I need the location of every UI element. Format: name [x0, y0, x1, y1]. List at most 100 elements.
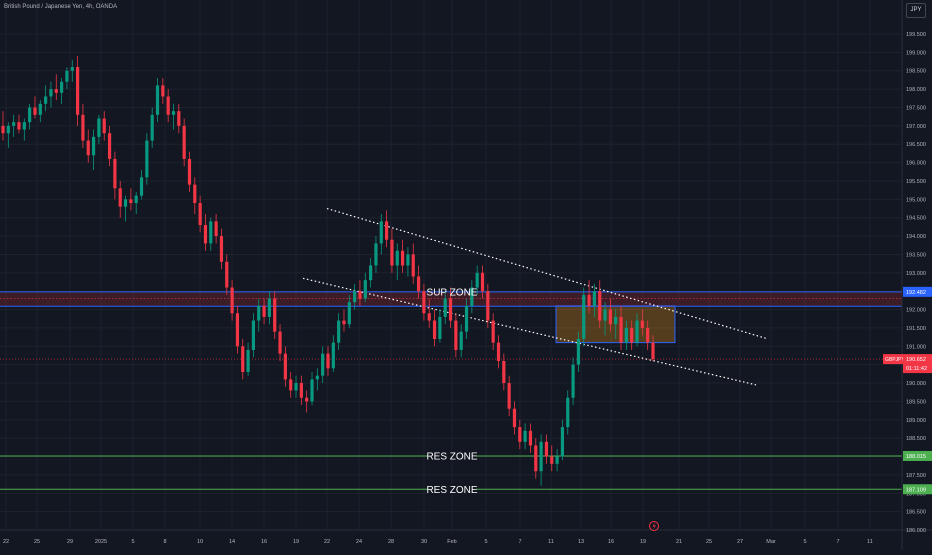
price-tick-label: 194.500: [906, 216, 926, 222]
candle-body: [214, 221, 218, 237]
channel-lower-line: [302, 277, 757, 386]
candle-body: [528, 430, 533, 446]
currency-button[interactable]: JPY: [906, 3, 926, 18]
price-tick-label: 191.000: [906, 344, 926, 350]
candle-body: [411, 254, 415, 277]
price-tick-label: 189.500: [906, 399, 926, 405]
candle-body: [432, 320, 437, 339]
candle-body: [342, 320, 346, 325]
candle-body: [353, 291, 357, 303]
candle-body: [38, 103, 42, 115]
candle-body: [566, 397, 570, 428]
candle-body: [480, 272, 485, 292]
time-tick-label: 30: [421, 539, 427, 545]
candle-body: [651, 342, 655, 360]
candle-body: [177, 111, 181, 126]
price-tick-label: 191.500: [906, 326, 926, 332]
level-price-tag: [903, 286, 932, 297]
descending-channel: [302, 207, 769, 386]
candle-body: [470, 287, 474, 306]
price-tick-label: 195.000: [906, 197, 926, 203]
chart-title: British Pound / Japanese Yen, 4h, OANDA: [4, 4, 118, 10]
price-tick-label: 188.500: [906, 436, 926, 442]
candle-body: [161, 85, 165, 97]
candle-body: [219, 236, 224, 262]
candle-body: [294, 383, 298, 391]
candle-body: [166, 96, 170, 115]
price-tick-label: 186.500: [906, 510, 926, 516]
candle-body: [374, 243, 378, 266]
time-tick-label: 5: [803, 539, 806, 545]
candle-body: [118, 188, 122, 207]
symbol-tag-label: GBPJPY: [885, 357, 905, 363]
candle-body: [145, 140, 149, 178]
candle-body: [523, 430, 527, 442]
price-tick-label: 197.500: [906, 105, 926, 111]
channel-upper-line: [326, 207, 769, 340]
candle-body: [54, 89, 58, 93]
time-axis[interactable]: 22 25 29 2025 5 8 10 14 16 19 22 24 28 30 Feb 5 7 11 13 16 1…: [3, 539, 873, 545]
candle-body: [1, 125, 5, 134]
candle-body: [395, 250, 399, 266]
zone-label: RES ZONE: [426, 485, 477, 496]
candle-body: [49, 89, 53, 97]
time-tick-label: 29: [67, 539, 73, 545]
candle-body: [193, 184, 197, 204]
candle-body: [225, 261, 229, 288]
zone-label: RES ZONE: [426, 451, 477, 462]
time-tick-label: Feb: [447, 539, 456, 545]
last-price-label: 190.652: [906, 357, 926, 363]
candle-body: [123, 199, 128, 207]
candle-body: [321, 353, 325, 376]
price-tick-label: 192.000: [906, 308, 926, 314]
candle-body: [171, 111, 176, 115]
candle-body: [273, 298, 277, 332]
time-tick-label: 19: [640, 539, 646, 545]
candle-body: [438, 316, 442, 339]
level-price-label: 187.109: [906, 487, 926, 493]
candle-body: [619, 316, 623, 343]
candle-body: [182, 125, 186, 159]
candle-body: [582, 294, 586, 339]
candle-body: [33, 107, 37, 115]
candle-body: [454, 320, 458, 350]
time-tick-label: 22: [324, 539, 330, 545]
candle-body: [28, 107, 32, 123]
candle-body: [60, 81, 64, 93]
price-tick-label: 194.000: [906, 234, 926, 240]
candle-body: [246, 349, 250, 373]
candle-body: [598, 291, 602, 321]
candle-body: [86, 140, 90, 156]
candle-body: [203, 225, 208, 244]
candle-body: [251, 320, 256, 350]
candle-body: [262, 305, 266, 317]
candle-body: [12, 122, 16, 126]
time-tick-label: 28: [388, 539, 394, 545]
price-tick-label: 197.000: [906, 124, 926, 130]
price-tick-label: 198.000: [906, 87, 926, 93]
candle-body: [305, 397, 309, 402]
zone-label-bg: [428, 483, 476, 495]
candle-body: [518, 427, 522, 442]
candle-body: [150, 114, 154, 141]
candle-body: [448, 298, 453, 321]
price-tick-label: 187.000: [906, 491, 926, 497]
lightning-icon[interactable]: [649, 521, 659, 531]
candle-body: [91, 136, 96, 156]
candle-body: [486, 291, 490, 321]
time-tick-label: 22: [3, 539, 9, 545]
price-tick-label: 193.500: [906, 252, 926, 258]
time-tick-label: 7: [518, 539, 521, 545]
candle-body: [139, 177, 144, 196]
price-tick-label: 186.000: [906, 528, 926, 534]
candle-body: [337, 320, 341, 343]
price-tick-label: 190.000: [906, 381, 926, 387]
candle-body: [624, 327, 628, 343]
candle-body: [603, 309, 607, 321]
time-tick-label: 13: [578, 539, 584, 545]
price-tick-label: 196.500: [906, 142, 926, 148]
candle-body: [614, 316, 618, 325]
candle-body: [400, 250, 405, 266]
candle-body: [416, 276, 421, 292]
